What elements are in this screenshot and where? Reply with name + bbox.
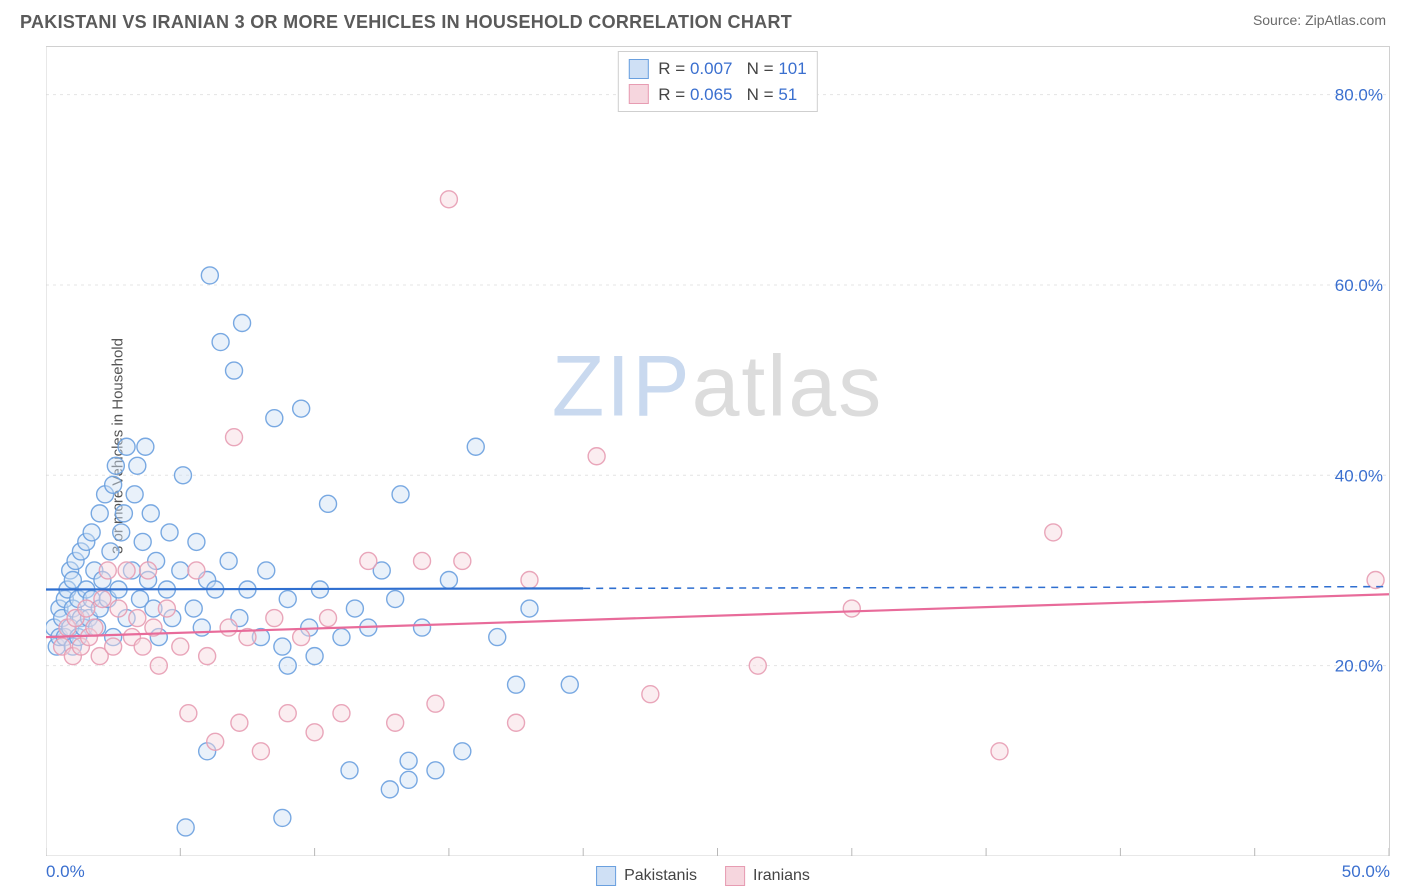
source-label: Source: ZipAtlas.com <box>1253 12 1386 28</box>
series-legend-item: Pakistanis <box>596 866 697 886</box>
legend-row: R = 0.065 N = 51 <box>628 82 806 108</box>
scatter-plot: 20.0% 40.0% 60.0% 80.0% <box>46 47 1389 856</box>
x-axis-max-label: 50.0% <box>1342 862 1390 882</box>
header: PAKISTANI VS IRANIAN 3 OR MORE VEHICLES … <box>0 0 1406 37</box>
correlation-legend: R = 0.007 N = 101 R = 0.065 N = 51 <box>617 51 817 112</box>
svg-text:40.0%: 40.0% <box>1335 466 1383 485</box>
svg-text:60.0%: 60.0% <box>1335 276 1383 295</box>
legend-swatch <box>628 59 648 79</box>
svg-text:80.0%: 80.0% <box>1335 86 1383 105</box>
legend-row: R = 0.007 N = 101 <box>628 56 806 82</box>
x-axis-min-label: 0.0% <box>46 862 85 882</box>
legend-swatch <box>628 84 648 104</box>
legend-swatch <box>596 866 616 886</box>
legend-label: Pakistanis <box>624 867 697 885</box>
series-legend-item: Iranians <box>725 866 810 886</box>
series-legend: Pakistanis Iranians <box>596 866 810 886</box>
chart-title: PAKISTANI VS IRANIAN 3 OR MORE VEHICLES … <box>20 12 792 33</box>
svg-text:20.0%: 20.0% <box>1335 657 1383 676</box>
chart-area: ZIPatlas 20.0%40.0%60.0%80.0% R = 0.007 … <box>46 46 1390 856</box>
legend-label: Iranians <box>753 867 810 885</box>
legend-swatch <box>725 866 745 886</box>
